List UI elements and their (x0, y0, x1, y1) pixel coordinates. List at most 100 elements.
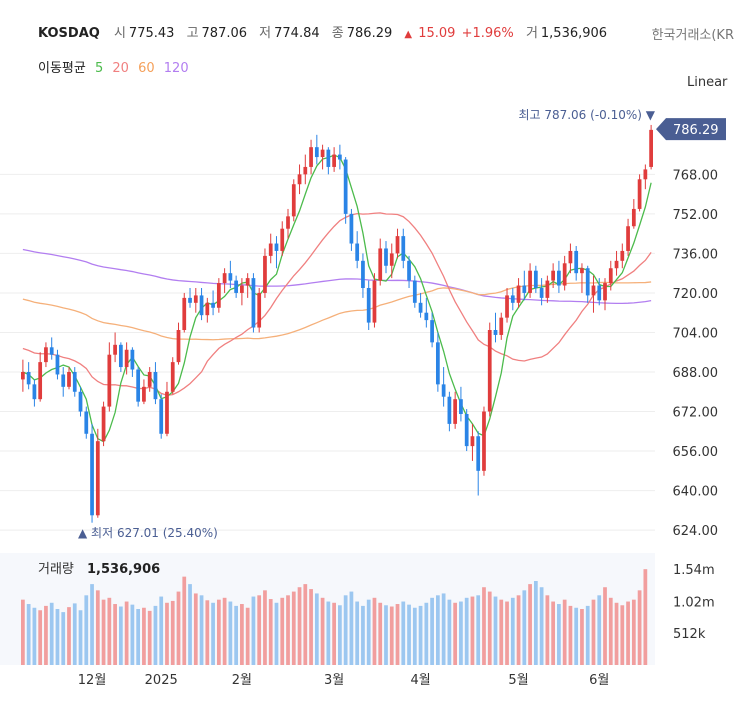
x-tick-label: 6월 (589, 673, 609, 688)
volume-bar (159, 596, 164, 665)
y-tick-label: 624.00 (673, 524, 719, 539)
candle-body (72, 372, 77, 392)
volume-bar (193, 593, 198, 665)
candle-body (343, 159, 348, 214)
change-value: 15.09 (418, 26, 456, 41)
candle-body (620, 250, 625, 261)
volume-bar (165, 602, 169, 665)
volume-bar (637, 590, 642, 665)
change-arrow-icon: ▲ (404, 29, 413, 40)
x-tick-label: 5월 (508, 673, 528, 688)
candle-body (608, 268, 613, 284)
candle-body (447, 396, 452, 424)
candle-body (453, 399, 458, 424)
candle-body (349, 213, 354, 244)
candle-body (482, 411, 486, 471)
change-pct: +1.96% (461, 26, 514, 41)
volume-bar (568, 605, 573, 665)
candle-body (320, 149, 325, 158)
volume-bar (614, 602, 619, 665)
volume-bar (216, 599, 221, 665)
volume-bar (470, 596, 475, 665)
volume-bar (90, 584, 94, 665)
candle-body (67, 372, 71, 387)
candle-body (401, 236, 406, 261)
moving-average-legend[interactable]: 이동평균 5 20 60 120 (38, 57, 194, 76)
volume-tick-label: 512k (673, 627, 706, 642)
candle-body (240, 285, 244, 293)
candle-body (268, 243, 273, 256)
y-tick-label: 736.00 (673, 247, 719, 262)
volume-bar (522, 590, 527, 665)
volume-title: 거래량 (38, 562, 74, 577)
candle-body (557, 270, 561, 286)
volume-bar (557, 604, 561, 665)
volume-bar (142, 607, 146, 665)
candle-body (355, 243, 360, 261)
candle-body (631, 208, 636, 227)
candle-body (637, 179, 642, 209)
volume-tick-label: 1.02m (673, 596, 715, 611)
volume-bar (603, 587, 607, 665)
candle-body (101, 406, 106, 442)
candle-body (153, 372, 158, 400)
volume-bar (493, 596, 498, 665)
symbol: KOSDAQ (38, 26, 100, 41)
volume-bar (476, 595, 481, 665)
candle-body (384, 248, 388, 266)
candle-body (574, 250, 579, 274)
candle-body (245, 278, 250, 286)
volume-bar (309, 589, 313, 665)
candle-body (199, 295, 204, 316)
ma-legend-60: 60 (138, 61, 155, 76)
volume-bar (176, 591, 181, 665)
volume-bar (240, 604, 244, 665)
volume-bar (222, 597, 227, 665)
current-price-label: 786.29 (673, 123, 719, 138)
volume-bar (245, 607, 250, 665)
candle-body (441, 384, 446, 397)
x-tick-label: 4월 (410, 673, 430, 688)
scale-mode-toggle[interactable]: Linear (687, 75, 728, 90)
volume-bar (355, 601, 360, 665)
candle-body (61, 374, 66, 387)
volume-bar (113, 604, 117, 665)
candle-body (539, 288, 544, 298)
volume-bar (26, 604, 31, 665)
candle-body (263, 255, 267, 293)
y-tick-label: 704.00 (673, 326, 719, 341)
volume-bar (211, 602, 215, 665)
candle-body (90, 433, 94, 516)
x-tick-label: 2월 (232, 673, 252, 688)
candle-body (361, 260, 365, 288)
volume-bar (378, 602, 383, 665)
low-label: 저 (259, 26, 272, 41)
candle-body (643, 169, 648, 180)
candle-body (516, 285, 521, 303)
volume-bar (234, 605, 239, 665)
y-tick-label: 672.00 (673, 406, 719, 421)
volume-bar (395, 604, 400, 665)
volume-bar (170, 600, 175, 665)
volume-bar (499, 599, 504, 665)
volume-bar (61, 612, 66, 665)
volume-bar (441, 593, 446, 665)
volume-bar (182, 576, 187, 665)
candle-body (165, 391, 169, 434)
volume-bar (303, 584, 308, 665)
volume-bar (430, 597, 434, 665)
volume-bar (343, 595, 348, 665)
y-tick-label: 752.00 (673, 208, 719, 223)
candle-body (372, 280, 377, 323)
volume-bar (95, 590, 100, 665)
candle-body (551, 270, 556, 281)
volume-bar (412, 607, 417, 665)
candle-body (142, 386, 146, 402)
candle-body (234, 280, 239, 293)
exchange-name: 한국거래소(KR (651, 28, 734, 43)
candle-body (188, 297, 192, 303)
candle-body (649, 129, 653, 167)
volume-bar (591, 599, 596, 665)
volume-bar (447, 599, 452, 665)
